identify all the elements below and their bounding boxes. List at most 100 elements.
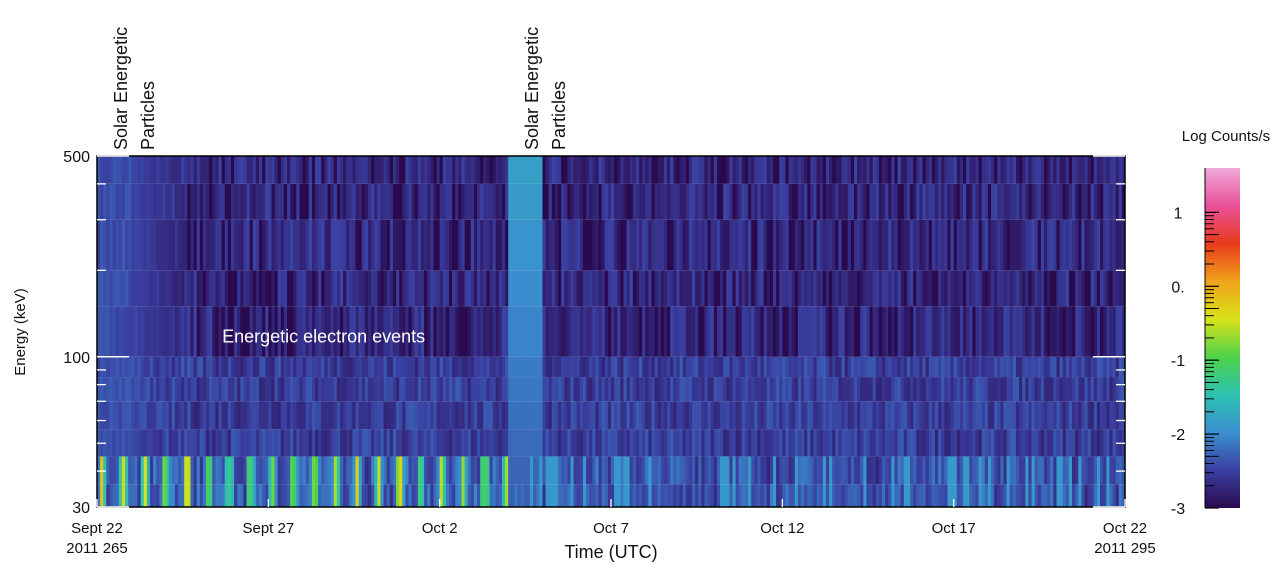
heatmap-cell	[1028, 429, 1032, 457]
heatmap-cell	[355, 270, 360, 307]
heatmap-cell	[676, 183, 680, 220]
heatmap-cell	[315, 270, 319, 307]
heatmap-cell	[723, 429, 727, 457]
heatmap-cell	[143, 356, 148, 378]
heatmap-cell	[355, 484, 360, 507]
heatmap-cell	[508, 270, 512, 307]
heatmap-cell	[536, 429, 540, 457]
heatmap-cell	[230, 401, 235, 430]
heatmap-cell	[439, 377, 444, 402]
heatmap-cell	[255, 429, 260, 457]
heatmap-cell	[218, 356, 223, 378]
heatmap-cell	[181, 401, 185, 430]
heatmap-cell	[190, 484, 194, 507]
heatmap-cell	[913, 219, 917, 271]
heatmap-cell	[1106, 156, 1110, 184]
heatmap-cell	[380, 356, 384, 378]
heatmap-cell	[505, 484, 509, 507]
heatmap-cell	[766, 270, 771, 307]
heatmap-cell	[816, 377, 821, 402]
heatmap-cell	[626, 429, 631, 457]
heatmap-cell	[165, 356, 170, 378]
heatmap-cell	[1103, 306, 1107, 357]
heatmap-cell	[788, 429, 793, 457]
heatmap-cell	[449, 456, 453, 485]
heatmap-cell	[442, 484, 447, 507]
heatmap-cell	[670, 183, 674, 220]
heatmap-cell	[274, 306, 279, 357]
heatmap-cell	[265, 484, 269, 507]
heatmap-cell	[311, 456, 316, 485]
heatmap-cell	[134, 401, 138, 430]
heatmap-cell	[1075, 356, 1079, 378]
heatmap-cell	[882, 377, 886, 402]
heatmap-cell	[723, 219, 727, 271]
heatmap-cell	[483, 219, 487, 271]
heatmap-cell	[492, 270, 497, 307]
heatmap-cell	[206, 356, 210, 378]
heatmap-cell	[863, 306, 867, 357]
heatmap-cell	[402, 429, 406, 457]
heatmap-cell	[439, 429, 444, 457]
heatmap-cell	[1025, 456, 1029, 485]
heatmap-cell	[723, 401, 727, 430]
heatmap-cell	[564, 219, 568, 271]
heatmap-cell	[427, 456, 431, 485]
heatmap-cell	[153, 219, 157, 271]
heatmap-cell	[558, 219, 562, 271]
heatmap-cell	[505, 156, 509, 184]
heatmap-cell	[302, 429, 307, 457]
heatmap-cell	[293, 377, 297, 402]
heatmap-cell	[1121, 401, 1126, 430]
heatmap-cell	[252, 429, 257, 457]
heatmap-cell	[857, 401, 861, 430]
heatmap-cell	[564, 270, 568, 307]
heatmap-cell	[626, 356, 631, 378]
heatmap-cell	[299, 306, 303, 357]
heatmap-cell	[374, 219, 378, 271]
heatmap-cell	[997, 456, 1001, 485]
heatmap-cell	[713, 484, 718, 507]
heatmap-cell	[464, 156, 469, 184]
heatmap-cell	[383, 156, 388, 184]
heatmap-cell	[938, 306, 942, 357]
heatmap-cell	[227, 356, 232, 378]
heatmap-cell	[321, 270, 325, 307]
heatmap-cell	[701, 219, 705, 271]
heatmap-cell	[570, 429, 575, 457]
heatmap-cell	[184, 484, 188, 507]
heatmap-cell	[567, 401, 571, 430]
heatmap-cell	[523, 401, 528, 430]
heatmap-cell	[196, 484, 201, 507]
heatmap-cell	[984, 219, 989, 271]
heatmap-cell	[1006, 456, 1011, 485]
heatmap-cell	[614, 156, 618, 184]
heatmap-cell	[906, 456, 911, 485]
heatmap-cell	[287, 484, 291, 507]
heatmap-cell	[953, 306, 958, 357]
heatmap-cell	[1059, 401, 1064, 430]
heatmap-cell	[1059, 306, 1064, 357]
heatmap-cell	[1109, 429, 1113, 457]
heatmap-cell	[766, 456, 771, 485]
heatmap-cell	[772, 156, 777, 184]
heatmap-cell	[408, 377, 413, 402]
heatmap-cell	[352, 377, 356, 402]
heatmap-cell	[732, 356, 737, 378]
heatmap-cell	[1081, 456, 1085, 485]
heatmap-cell	[950, 356, 955, 378]
heatmap-cell	[215, 377, 219, 402]
heatmap-cell	[1009, 156, 1014, 184]
heatmap-cell	[847, 356, 852, 378]
heatmap-cell	[121, 484, 126, 507]
heatmap-cell	[115, 219, 120, 271]
heatmap-cell	[280, 484, 285, 507]
heatmap-cell	[196, 219, 201, 271]
heatmap-cell	[704, 456, 708, 485]
heatmap-cell	[343, 219, 347, 271]
heatmap-cell	[561, 183, 565, 220]
heatmap-cell	[853, 377, 858, 402]
heatmap-cell	[601, 456, 606, 485]
heatmap-cell	[371, 429, 375, 457]
heatmap-cell	[464, 270, 469, 307]
